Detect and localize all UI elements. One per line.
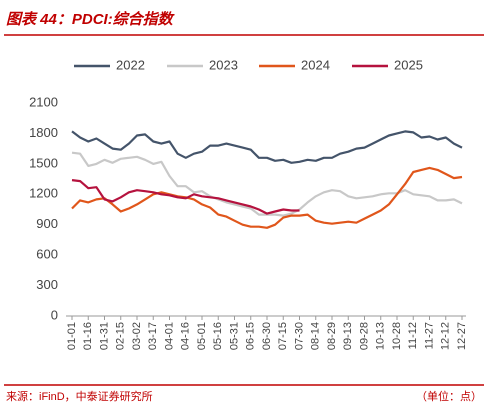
source: 来源：iFinD，中泰证券研究所 [6,389,153,403]
x-tick-label: 12-12 [440,322,452,350]
x-tick-label: 07-30 [293,322,305,350]
x-tick-label: 05-31 [228,322,240,350]
x-tick-label: 02-15 [115,322,127,350]
x-tick-label: 08-29 [326,322,338,350]
y-tick-label: 1200 [29,186,58,201]
x-tick-label: 09-13 [342,322,354,350]
x-tick-label: 01-31 [98,322,110,350]
x-tick-label: 05-01 [196,322,208,350]
x-tick-label: 03-17 [147,322,159,350]
legend-label: 2023 [209,57,238,72]
legend-label: 2024 [301,57,330,72]
y-tick-label: 1500 [29,155,58,170]
y-tick-label: 900 [36,216,58,231]
x-tick-label: 07-15 [277,322,289,350]
x-tick-label: 05-16 [212,322,224,350]
x-tick-label: 04-16 [180,322,192,350]
x-tick-label: 01-16 [82,322,94,350]
x-tick-label: 09-28 [358,322,370,350]
series-line [71,130,463,164]
y-tick-label: 0 [51,307,58,322]
x-tick-label: 04-01 [163,322,175,350]
x-tick-label: 11-27 [423,322,435,349]
unit: （单位：点） [416,389,482,403]
legend-label: 2022 [116,57,145,72]
y-tick-label: 2100 [29,94,58,109]
series-line [71,179,300,215]
y-tick-label: 300 [36,277,58,292]
x-tick-label: 06-30 [261,322,273,350]
series-line [71,166,463,229]
x-tick-label: 06-15 [245,322,257,350]
x-tick-label: 03-02 [131,322,143,350]
y-tick-label: 600 [36,247,58,262]
x-tick-label: 08-14 [310,322,322,350]
chart-title: 图表 44：PDCI:综合指数 [6,10,176,28]
x-tick-label: 12-27 [456,322,468,350]
x-tick-label: 10-13 [375,322,387,350]
x-tick-label: 10-28 [391,322,403,350]
x-tick-label: 11-12 [407,322,419,349]
legend-label: 2025 [394,57,423,72]
series-line [71,151,463,217]
x-tick-label: 01-01 [66,322,78,350]
y-tick-label: 1800 [29,125,58,140]
